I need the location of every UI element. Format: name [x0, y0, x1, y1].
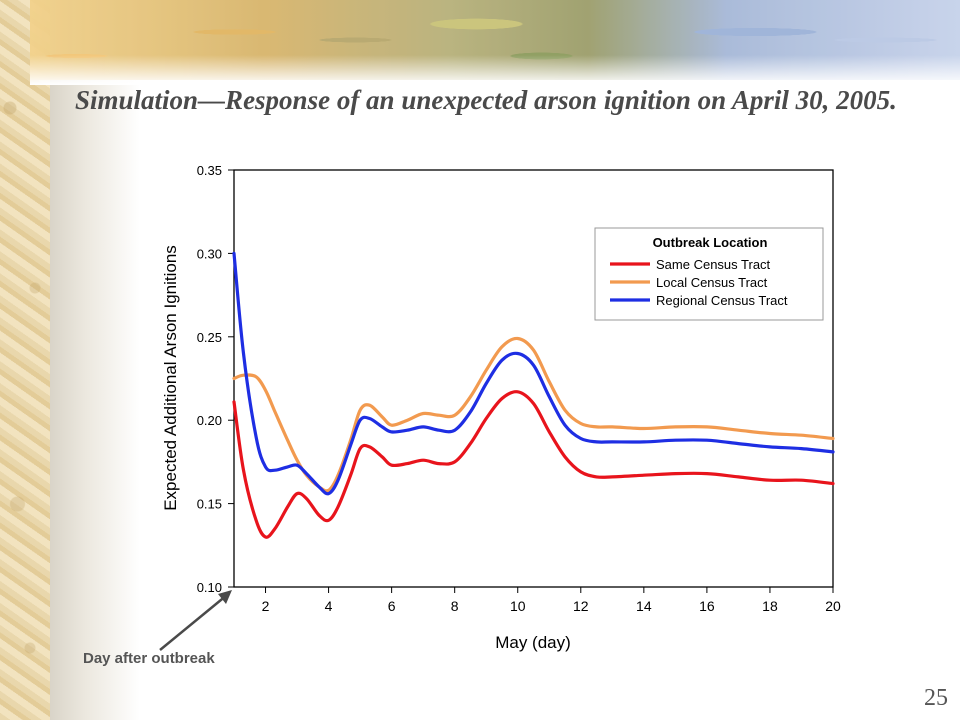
- legend-label-regional-census-tract: Regional Census Tract: [656, 293, 788, 308]
- x-axis-label: May (day): [495, 633, 571, 652]
- annotation-label: Day after outbreak: [83, 650, 215, 667]
- series-line-local-census-tract: [232, 336, 835, 493]
- legend-label-local-census-tract: Local Census Tract: [656, 275, 768, 290]
- series-line-same-census-tract: [232, 390, 835, 539]
- y-tick-label: 0.10: [197, 580, 222, 595]
- chart-container: 0.10 0.15 0.20 0.25 0.30 0.35 2 4 6 8 10 12 14 16 18 2…: [150, 155, 850, 665]
- y-tick-label: 0.30: [197, 246, 222, 261]
- x-tick-label: 8: [451, 598, 459, 614]
- x-tick-label: 10: [510, 598, 526, 614]
- y-tick-label: 0.20: [197, 413, 222, 428]
- y-tick-label: 0.15: [197, 497, 222, 512]
- x-tick-label: 16: [699, 598, 715, 614]
- strip-shadow: [50, 0, 140, 720]
- x-tick-label: 14: [636, 598, 652, 614]
- x-tick-label: 6: [388, 598, 396, 614]
- series-line-regional-census-tract: [232, 251, 835, 496]
- legend-label-same-census-tract: Same Census Tract: [656, 257, 771, 272]
- parchment-strip: [0, 0, 50, 720]
- x-tick-label: 2: [262, 598, 270, 614]
- legend-title: Outbreak Location: [653, 235, 768, 250]
- legend: Outbreak Location Same Census Tract Local…: [594, 227, 824, 321]
- header-banner-fade: [30, 55, 960, 85]
- y-tick-label: 0.25: [197, 330, 222, 345]
- line-chart: 0.10 0.15 0.20 0.25 0.30 0.35 2 4 6 8 10 12 14 16 18 2…: [161, 163, 841, 652]
- slide-title: Simulation—Response of an unexpected ars…: [75, 85, 897, 115]
- x-tick-label: 20: [825, 598, 841, 614]
- x-tick-label: 4: [325, 598, 333, 614]
- x-tick-label: 12: [573, 598, 589, 614]
- y-axis-label: Expected Additional Arson Ignitions: [161, 245, 180, 511]
- x-tick-label: 18: [762, 598, 778, 614]
- page-number: 25: [924, 685, 948, 711]
- y-tick-label: 0.35: [197, 163, 222, 178]
- legend-box: [594, 227, 824, 321]
- annotation-arrow: [159, 590, 232, 651]
